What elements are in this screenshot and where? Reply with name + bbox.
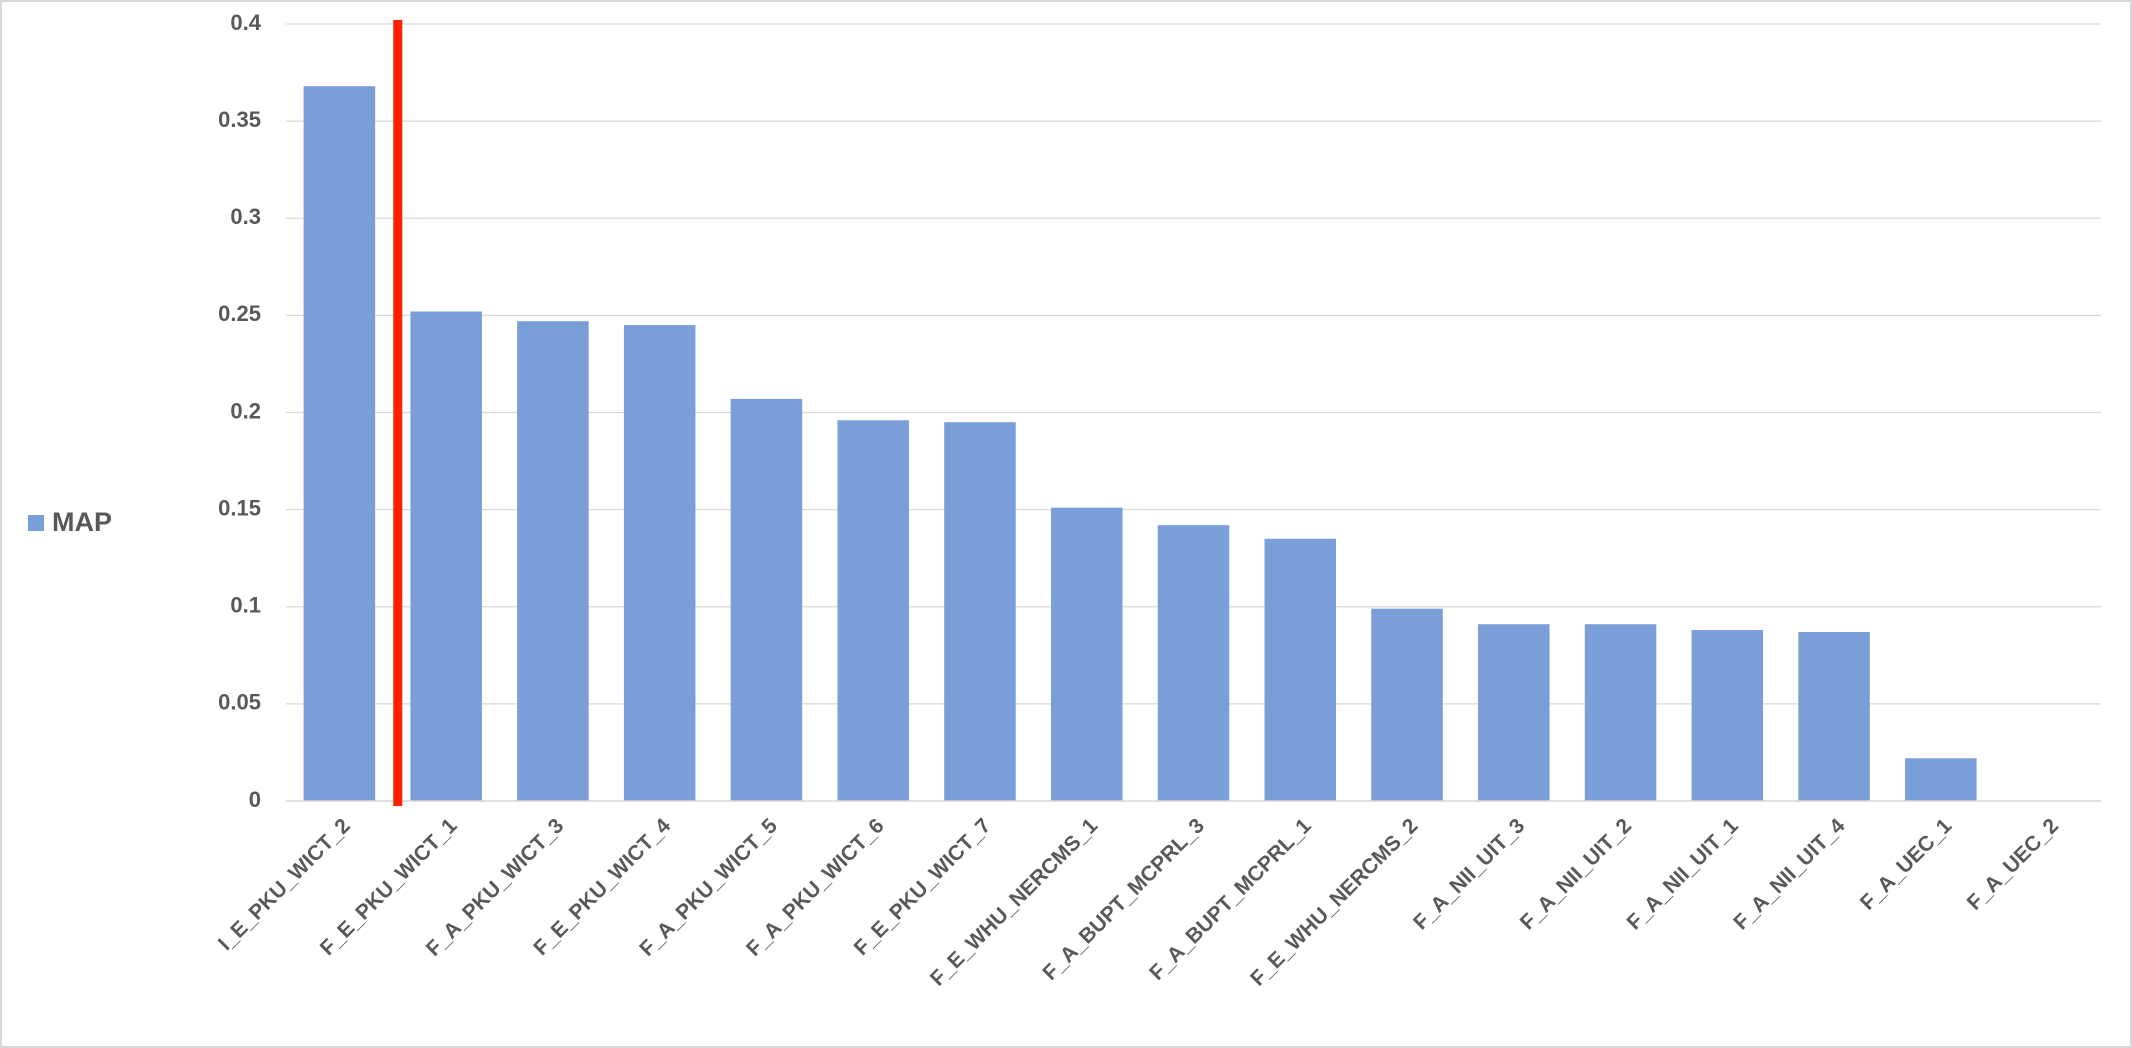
bar bbox=[1157, 525, 1230, 801]
y-tick-label: 0.3 bbox=[230, 204, 261, 229]
bar bbox=[1264, 538, 1337, 801]
bar bbox=[1691, 630, 1764, 801]
y-tick-label: 0 bbox=[249, 787, 261, 812]
y-tick-label: 0.1 bbox=[230, 593, 261, 618]
legend-label: MAP bbox=[52, 507, 112, 537]
bar bbox=[303, 86, 376, 801]
bar bbox=[1478, 624, 1550, 801]
bar bbox=[944, 422, 1016, 801]
bar bbox=[517, 321, 589, 801]
bar bbox=[1905, 758, 1977, 801]
y-tick-label: 0.2 bbox=[230, 398, 261, 423]
bar bbox=[1584, 624, 1657, 801]
bar bbox=[730, 398, 803, 801]
y-tick-label: 0.4 bbox=[230, 10, 261, 35]
y-tick-label: 0.15 bbox=[218, 495, 261, 520]
bar bbox=[410, 311, 482, 801]
y-tick-label: 0.25 bbox=[218, 301, 261, 326]
y-tick-label: 0.05 bbox=[218, 690, 261, 715]
bar bbox=[623, 325, 696, 801]
legend-swatch bbox=[28, 515, 44, 531]
y-tick-label: 0.35 bbox=[218, 107, 261, 132]
bar bbox=[1798, 632, 1870, 801]
bar bbox=[837, 420, 909, 801]
bar bbox=[1050, 507, 1123, 801]
bar bbox=[1371, 608, 1443, 801]
